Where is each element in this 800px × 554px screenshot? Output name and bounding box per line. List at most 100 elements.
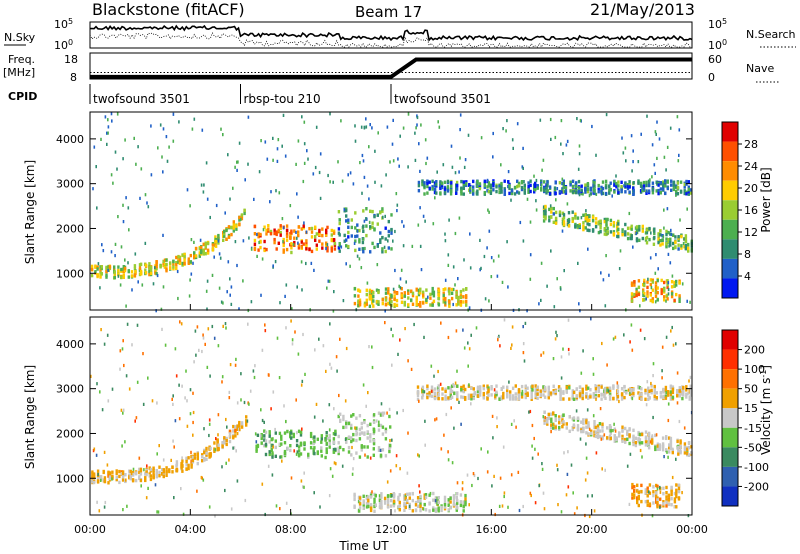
region-band-descending <box>543 410 693 457</box>
velocity-ylabel: Slant Range [km] <box>23 365 37 469</box>
colorbar-swatch-7 <box>722 258 738 279</box>
velocity-marks <box>90 317 693 519</box>
colorbar-tick-label-3: 15 <box>744 402 758 415</box>
colorbar-tick-label-2: 20 <box>744 182 758 195</box>
freq-tick-top: 18 <box>64 53 78 66</box>
colorbar-swatch-6 <box>722 239 738 259</box>
colorbar-frame <box>721 329 739 507</box>
xtick-label-5: 20:00 <box>576 523 608 536</box>
power-panel: 1000 2000 3000 4000 Slant Range [km] <box>23 111 693 313</box>
cpid-label: CPID <box>8 90 37 103</box>
ytick-label-3000: 3000 <box>56 178 84 191</box>
velocity-yaxis: 1000 2000 3000 4000 <box>56 338 692 485</box>
freq-marks <box>90 57 692 79</box>
colorbar-tick-label-5: 8 <box>744 248 751 261</box>
colorbar-swatch-3 <box>722 388 738 409</box>
velocity-colorbar: 200 100 50 15 -15 -50 -100 -200 <box>721 329 769 507</box>
power-colorbar-label: Power [dB] <box>759 167 773 232</box>
region-echo-midday <box>337 411 392 459</box>
nsearch-label: N.Search <box>746 28 796 41</box>
cpid-segment-0: twofsound 3501 <box>93 92 190 106</box>
colorbar-swatch-0 <box>722 330 738 350</box>
colorbar-swatch-4 <box>722 408 738 428</box>
scatter-speckle <box>92 112 691 313</box>
cpid-segment-2: twofsound 3501 <box>394 92 491 106</box>
noise-panel: N.Sky 105 100 105 100 N.Search <box>4 17 796 53</box>
power-marks <box>90 112 693 313</box>
colorbar-swatch-8 <box>722 278 738 298</box>
ytick-label-3000: 3000 <box>56 383 84 396</box>
xtick-label-3: 12:00 <box>375 523 407 536</box>
colorbar-tick-label-1: 100 <box>744 363 765 376</box>
time-axis-label: Time UT <box>338 539 389 553</box>
colorbar-swatch-5 <box>722 427 738 448</box>
nave-series-line <box>90 57 692 79</box>
power-ylabel: Slant Range [km] <box>23 160 37 264</box>
colorbar-tick-label-1: 24 <box>744 160 758 173</box>
colorbar-tick-label-4: 12 <box>744 226 758 239</box>
power-colorbar: 28 24 20 16 12 8 4 <box>721 121 758 299</box>
colorbar-swatch-3 <box>722 180 738 201</box>
region-patch-late <box>631 482 681 509</box>
noise-marks <box>89 24 693 48</box>
colorbar-tick-label-5: -50 <box>744 441 762 454</box>
ytick-label-2000: 2000 <box>56 427 84 440</box>
colorbar-swatch-2 <box>722 161 738 181</box>
nave-tick-bottom: 0 <box>708 71 715 84</box>
ytick-label-4000: 4000 <box>56 338 84 351</box>
beam-title: Beam 17 <box>355 3 422 21</box>
colorbar-tick-label-7: -200 <box>744 480 769 493</box>
colorbar-swatch-5 <box>722 219 738 240</box>
cpid-marks: twofsound 3501 rbsp-tou 210 twofsound 3501 <box>89 84 491 106</box>
region-ground-scatter-near <box>353 286 468 308</box>
colorbar-tick-label-3: 16 <box>744 204 758 217</box>
nsky-tick-bottom: 100 <box>54 38 73 53</box>
colorbar-swatch-1 <box>722 141 738 162</box>
nsky-tick-top: 105 <box>54 17 73 32</box>
freq-panel: Freq. [MHz] 18 8 60 0 Nave <box>3 52 780 84</box>
region-patch-late <box>630 277 681 304</box>
xtick-label-1: 04:00 <box>174 523 206 536</box>
time-axis: 00:00 04:00 08:00 12:00 16:00 20:00 00:00 <box>74 304 708 536</box>
colorbar-swatch-6 <box>722 447 738 467</box>
power-yaxis: 1000 2000 3000 4000 <box>56 133 692 280</box>
region-band-dawn-rising <box>90 208 246 280</box>
colorbar-tick-label-0: 28 <box>744 138 758 151</box>
colorbar-tick-label-6: 4 <box>744 270 751 283</box>
freq-tick-bottom: 8 <box>70 71 77 84</box>
colorbar-swatch-1 <box>722 349 738 370</box>
region-echo-midday <box>337 207 393 254</box>
station-title: Blackstone (fitACF) <box>92 0 245 19</box>
freq-label-line1: Freq. <box>8 53 35 66</box>
date-title: 21/May/2013 <box>590 0 695 19</box>
ytick-label-1000: 1000 <box>56 472 84 485</box>
nsky-series-line <box>89 24 693 42</box>
colorbar-swatch-8 <box>722 486 738 506</box>
region-band-3000 <box>417 179 693 196</box>
colorbar-tick-label-2: 50 <box>744 383 758 396</box>
region-ground-scatter-near <box>353 491 467 513</box>
cpid-segment-1: rbsp-tou 210 <box>244 92 321 106</box>
freq-label-line2: [MHz] <box>3 66 35 79</box>
nsearch-tick-bottom: 100 <box>708 38 727 53</box>
nave-label: Nave <box>746 62 774 75</box>
colorbar-swatch-4 <box>722 200 738 220</box>
colorbar-swatch-2 <box>722 369 738 389</box>
velocity-panel: 1000 2000 3000 4000 Slant Range [km] <box>23 316 693 519</box>
region-band-3000 <box>416 384 692 401</box>
xtick-label-4: 16:00 <box>475 523 507 536</box>
colorbar-tick-label-6: -100 <box>744 461 769 474</box>
nsky-label: N.Sky <box>4 31 36 44</box>
colorbar-swatch-0 <box>722 122 738 142</box>
nave-tick-top: 60 <box>708 53 722 66</box>
scatter-speckle <box>90 317 693 519</box>
nsearch-tick-top: 105 <box>708 17 727 32</box>
xtick-label-2: 08:00 <box>275 523 307 536</box>
ytick-label-4000: 4000 <box>56 133 84 146</box>
colorbar-tick-label-0: 200 <box>744 344 765 357</box>
region-patch-rbsp <box>255 429 337 460</box>
xtick-label-6: 00:00 <box>676 523 708 536</box>
colorbar-swatch-7 <box>722 466 738 487</box>
region-band-dawn-rising <box>91 415 248 485</box>
